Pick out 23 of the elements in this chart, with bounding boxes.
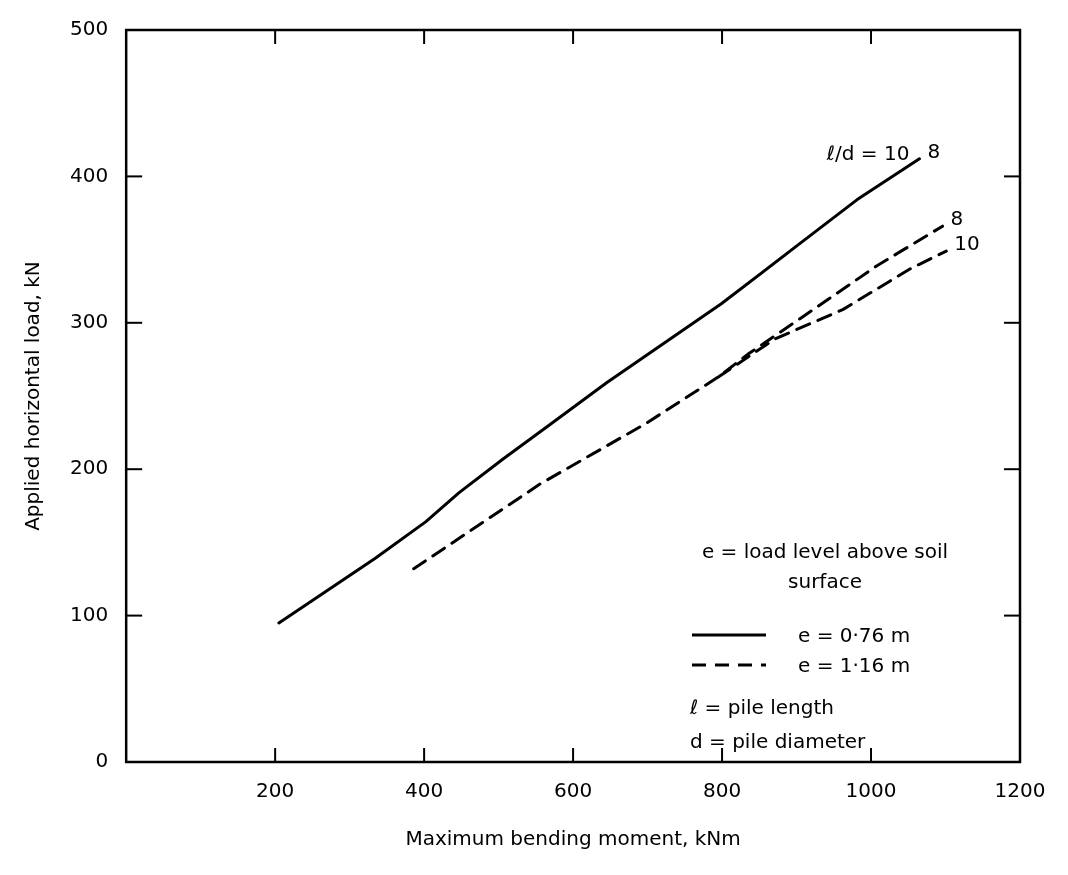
legend-label: e = 1·16 m — [798, 652, 911, 679]
annotation: d = pile diameter — [690, 728, 867, 755]
y-tick-label: 0 — [95, 748, 109, 773]
annotation: 8 — [950, 206, 964, 231]
x-tick-label: 600 — [553, 778, 593, 803]
x-tick-label: 1000 — [845, 778, 897, 803]
x-tick-label: 400 — [405, 778, 444, 803]
annotation: ℓ = pile length — [690, 694, 835, 721]
x-tick-label: 200 — [256, 778, 295, 803]
y-tick-label: 300 — [69, 309, 109, 333]
x-axis-title: Maximum bending moment, kNm — [405, 826, 741, 851]
legend-label: e = 0·76 m — [798, 622, 911, 649]
annotation: 8 — [927, 139, 941, 164]
annotation: e = load level above soil surface — [700, 538, 950, 595]
y-tick-label: 100 — [69, 601, 109, 626]
y-tick-label: 500 — [69, 16, 109, 41]
y-tick-label: 400 — [69, 162, 109, 187]
y-tick-label: 200 — [69, 455, 109, 480]
x-tick-label: 800 — [702, 778, 742, 803]
y-axis-title: Applied horizontal load, kN — [20, 261, 45, 531]
x-tick-label: 1200 — [994, 778, 1046, 803]
annotation: 10 — [954, 231, 980, 256]
annotation: ℓ/d = 10 — [825, 141, 910, 166]
